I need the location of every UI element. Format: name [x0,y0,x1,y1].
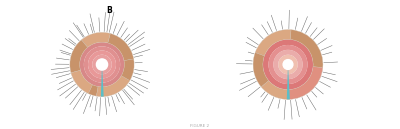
Wedge shape [278,55,298,74]
Wedge shape [70,40,88,73]
Text: FIGURE 2: FIGURE 2 [190,124,210,128]
Wedge shape [268,45,308,84]
Wedge shape [288,67,323,99]
Wedge shape [80,42,124,87]
Wedge shape [255,30,291,56]
Wedge shape [81,32,110,47]
Wedge shape [96,76,130,97]
Wedge shape [101,64,104,97]
Wedge shape [71,70,92,94]
Wedge shape [263,39,313,90]
Circle shape [96,59,108,70]
Wedge shape [88,85,98,96]
Wedge shape [261,81,288,99]
Circle shape [283,60,293,69]
Wedge shape [108,34,134,61]
Wedge shape [121,59,134,80]
Wedge shape [290,30,323,68]
Wedge shape [92,55,112,74]
Wedge shape [88,51,116,78]
Wedge shape [84,46,120,83]
Wedge shape [253,53,269,87]
Wedge shape [287,64,290,99]
Text: B: B [106,6,112,15]
Wedge shape [273,50,303,79]
